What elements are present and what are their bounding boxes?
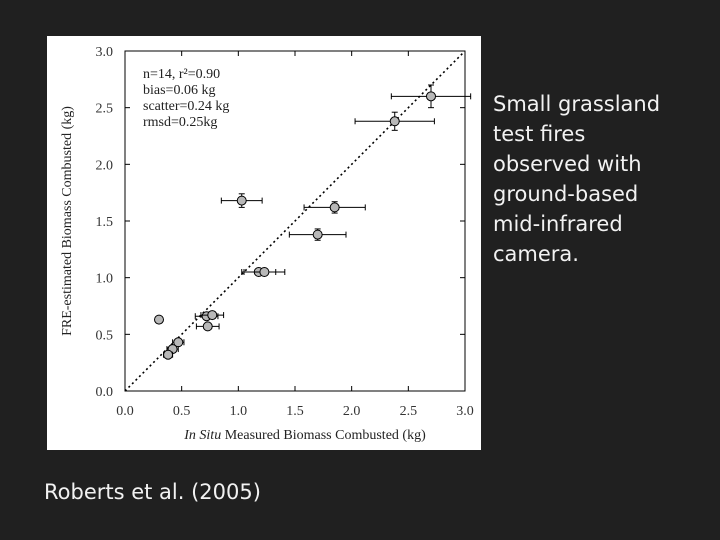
data-point — [154, 314, 164, 325]
point-marker — [163, 349, 174, 360]
point-marker — [154, 314, 164, 325]
caption-line-2: test fires — [493, 122, 586, 146]
point-marker — [207, 310, 218, 321]
citation: Roberts et al. (2005) — [44, 480, 261, 504]
axis-labels: 0.0 0.5 1.0 1.5 2.0 2.5 3.0 0.0 0.5 1.0 1.5 2.0 2.5 3… — [60, 45, 474, 443]
data-point — [390, 84, 472, 109]
y-tick-label: 1.5 — [96, 215, 114, 230]
data-point — [172, 337, 185, 348]
x-tick-label: 0.5 — [173, 404, 191, 419]
x-tick-label: 1.5 — [286, 404, 304, 419]
caption-line-5: mid-infrared — [493, 212, 623, 236]
y-tick-label: 0.0 — [96, 385, 114, 400]
point-marker — [389, 116, 400, 127]
data-point — [220, 193, 263, 208]
data-point — [288, 228, 347, 241]
x-tick-label: 3.0 — [456, 404, 474, 419]
x-axis-label-italic: In Situ — [183, 428, 224, 443]
data-point — [354, 111, 435, 131]
point-marker — [259, 267, 270, 277]
stats-line: bias=0.06 kg — [143, 83, 215, 98]
scatter-plot: 0.0 0.5 1.0 1.5 2.0 2.5 3.0 0.0 0.5 1.0 1.5 2.0 2.5 3… — [60, 45, 474, 443]
stats-line: scatter=0.24 kg — [143, 99, 229, 114]
x-tick-label: 2.0 — [343, 404, 361, 419]
x-tick-label: 0.0 — [116, 404, 134, 419]
x-tick-label: 2.5 — [400, 404, 418, 419]
one-to-one-dotted-line — [124, 50, 466, 392]
data-points — [154, 84, 472, 360]
caption-line-1: Small grassland — [493, 92, 661, 116]
caption-line-6: camera. — [493, 242, 579, 266]
caption-line-4: ground-based — [493, 182, 639, 206]
data-point — [200, 310, 225, 321]
data-point — [163, 349, 174, 360]
y-tick-label: 2.0 — [96, 158, 114, 173]
figure-panel: 0.0 0.5 1.0 1.5 2.0 2.5 3.0 0.0 0.5 1.0 1.5 2.0 2.5 3… — [47, 36, 481, 450]
data-point — [243, 267, 286, 277]
one-to-one-line — [124, 50, 466, 392]
point-marker — [236, 195, 247, 206]
y-tick-label: 2.5 — [96, 102, 114, 117]
y-axis-label: FRE-estimated Biomass Combusted (kg) — [60, 106, 75, 336]
caption-line-3: observed with — [493, 152, 642, 176]
point-marker — [202, 321, 213, 332]
x-tick-label: 1.0 — [230, 404, 248, 419]
y-tick-label: 3.0 — [96, 45, 114, 60]
stats-line: rmsd=0.25kg — [143, 115, 217, 130]
stats-line: n=14, r²=0.90 — [143, 67, 220, 82]
point-marker — [312, 229, 323, 240]
point-marker — [329, 202, 340, 213]
plot-axes — [124, 50, 466, 392]
point-marker — [426, 91, 436, 102]
y-tick-label: 0.5 — [96, 328, 114, 343]
x-axis-label-rest: Measured Biomass Combusted (kg) — [225, 428, 426, 443]
data-point — [303, 201, 366, 214]
data-point — [195, 321, 220, 332]
y-tick-label: 1.0 — [96, 272, 114, 287]
x-axis-label: In Situ Measured Biomass Combusted (kg) — [183, 428, 426, 443]
